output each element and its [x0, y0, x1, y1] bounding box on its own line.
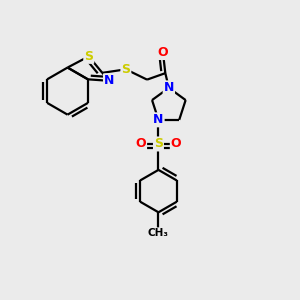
Text: S: S: [84, 50, 93, 63]
Text: CH₃: CH₃: [148, 228, 169, 238]
Text: N: N: [104, 74, 114, 87]
Text: N: N: [153, 113, 164, 126]
Text: O: O: [171, 137, 182, 151]
Text: O: O: [158, 46, 168, 59]
Text: S: S: [154, 137, 163, 151]
Text: O: O: [136, 137, 146, 151]
Text: S: S: [122, 63, 130, 76]
Text: N: N: [164, 81, 174, 94]
